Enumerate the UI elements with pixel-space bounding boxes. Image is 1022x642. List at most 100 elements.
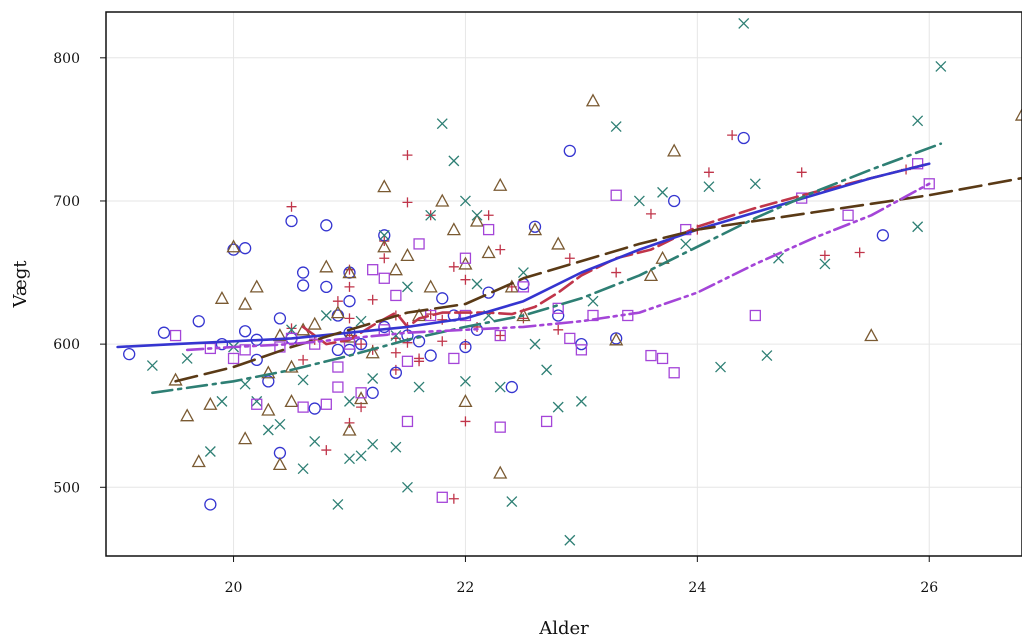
- circle-marker: [308, 402, 321, 415]
- square-marker: [169, 329, 182, 342]
- cross-marker: [587, 295, 599, 307]
- circle-marker: [320, 280, 333, 294]
- plus-marker: [564, 253, 575, 264]
- cross-marker: [517, 267, 529, 279]
- plus-marker: [437, 336, 448, 347]
- circle-marker: [737, 131, 750, 145]
- triangle-marker: [272, 457, 288, 471]
- square-marker: [494, 421, 506, 433]
- smooth-line: [151, 142, 943, 395]
- triangle-marker: [330, 305, 345, 319]
- triangle-marker: [411, 308, 427, 322]
- plus-marker: [460, 274, 471, 285]
- square-marker: [911, 158, 924, 170]
- triangle-marker: [238, 296, 253, 310]
- circle-marker: [238, 242, 252, 255]
- triangle-marker: [481, 245, 496, 259]
- circle-marker: [238, 325, 252, 338]
- circle-marker: [296, 266, 310, 279]
- y-tick-label: 700: [53, 194, 80, 210]
- plus-marker: [332, 296, 343, 307]
- plus-marker: [390, 347, 401, 358]
- cross-marker: [506, 496, 518, 508]
- cross-marker: [529, 338, 541, 350]
- triangle-marker: [400, 248, 415, 262]
- triangle-marker: [435, 193, 450, 207]
- cross-marker: [204, 446, 216, 457]
- cross-marker: [541, 364, 553, 376]
- triangle-marker: [388, 262, 403, 276]
- cross-marker: [552, 401, 564, 413]
- square-marker: [378, 272, 390, 284]
- circle-marker: [876, 229, 890, 242]
- circle-marker: [436, 292, 449, 305]
- circle-marker: [157, 326, 171, 339]
- square-marker: [413, 238, 425, 250]
- cross-marker: [378, 229, 390, 241]
- circle-marker: [575, 337, 588, 351]
- circle-marker: [285, 214, 298, 228]
- cross-marker: [146, 360, 158, 372]
- circle-marker: [273, 312, 287, 325]
- cross-marker: [344, 453, 355, 465]
- triangle-marker: [238, 431, 253, 445]
- circle-marker: [459, 340, 472, 354]
- square-marker: [448, 352, 460, 365]
- axis-ticks: 20 22 24 26 500 600 700 800: [53, 51, 938, 596]
- square-marker: [297, 401, 309, 413]
- triangle-marker: [609, 332, 624, 346]
- square-marker: [309, 338, 321, 350]
- plus-marker: [611, 267, 622, 278]
- triangle-marker: [643, 268, 659, 282]
- cross-marker: [459, 375, 471, 387]
- smooth-line: [185, 182, 931, 352]
- triangle-marker: [261, 402, 276, 416]
- circle-marker: [215, 337, 229, 351]
- y-tick-label: 600: [53, 337, 80, 353]
- triangle-marker: [423, 279, 438, 293]
- plus-marker: [483, 210, 494, 221]
- cross-marker: [367, 438, 379, 450]
- circle-marker: [552, 309, 565, 322]
- square-marker: [367, 264, 379, 276]
- plus-marker: [298, 354, 309, 365]
- circle-marker: [366, 386, 379, 399]
- square-marker: [842, 209, 854, 221]
- x-tick-label: 22: [457, 580, 475, 596]
- square-marker: [459, 309, 472, 322]
- cross-marker: [413, 381, 425, 393]
- circle-marker: [528, 220, 542, 233]
- square-marker: [749, 309, 761, 322]
- square-marker: [517, 281, 530, 293]
- square-marker: [540, 415, 553, 428]
- plus-marker: [727, 130, 738, 141]
- triangle-marker: [249, 279, 264, 293]
- triangle-marker: [504, 279, 519, 293]
- cross-marker: [471, 278, 483, 290]
- cross-marker: [320, 310, 332, 321]
- plus-marker: [390, 364, 401, 375]
- cross-marker: [274, 418, 286, 430]
- plus-marker: [448, 493, 459, 504]
- cross-marker: [575, 395, 587, 407]
- y-tick-label: 800: [53, 51, 80, 67]
- square-marker: [332, 361, 344, 373]
- cross-marker: [912, 115, 924, 127]
- plus-marker: [495, 330, 506, 341]
- y-tick-label: 500: [53, 480, 80, 496]
- square-marker: [656, 352, 669, 365]
- cross-marker: [912, 221, 924, 233]
- plus-marker: [703, 167, 714, 178]
- plus-marker: [344, 281, 355, 292]
- plus-marker: [437, 314, 448, 325]
- cross-marker: [425, 209, 437, 221]
- cross-marker: [819, 258, 831, 270]
- square-marker: [564, 332, 576, 345]
- cross-marker: [761, 350, 773, 362]
- cross-marker: [436, 118, 448, 130]
- plus-marker: [645, 208, 656, 219]
- x-axis-title: Alder: [538, 618, 589, 639]
- triangle-marker: [493, 465, 508, 479]
- plus-marker: [448, 261, 459, 272]
